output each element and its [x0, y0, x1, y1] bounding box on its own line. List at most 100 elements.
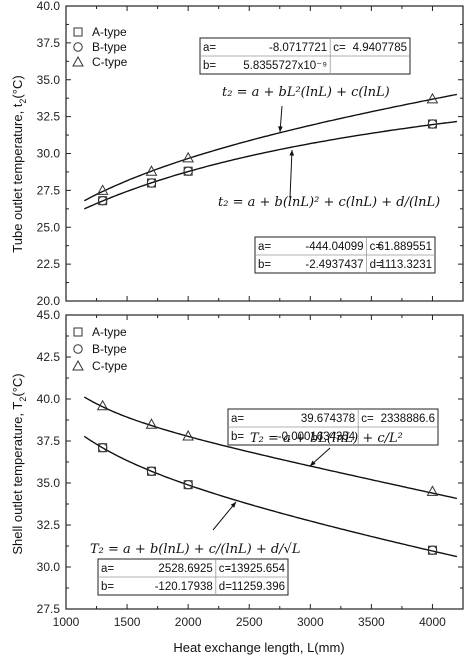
x-axis-title: Heat exchange length, L(mm): [173, 640, 344, 655]
coef-value: -444.04099: [305, 241, 363, 253]
x-tick-label: 2000: [175, 615, 202, 629]
coef-value: -13925.654: [227, 563, 286, 575]
fit-curve: [83, 435, 458, 558]
legend-marker-b-type: [73, 344, 83, 354]
legend-label: A-type: [92, 25, 127, 39]
coef-value: 5.8355727x10⁻⁹: [243, 60, 327, 72]
y-tick-label: 37.5: [37, 434, 61, 448]
y-tick-label: 37.5: [37, 36, 61, 50]
coef-label: b=: [258, 259, 271, 271]
data-point-b-type: [146, 466, 157, 476]
top-y-title-unit: (°C): [10, 75, 25, 98]
equation-top-1: t₂ = a + bL²(lnL) + c(lnL): [222, 85, 390, 100]
data-point-b-type: [427, 119, 438, 129]
data-point-c-type: [96, 399, 109, 411]
coef-label: c=: [370, 241, 383, 253]
coef-value: -0.0001634354: [278, 431, 356, 443]
annotation-arrow: [309, 447, 331, 467]
fit-curve: [83, 93, 458, 202]
fit-curve: [84, 120, 457, 210]
y-tick-label: 45.0: [37, 308, 61, 322]
data-point-b-type: [183, 479, 193, 490]
y-tick-label: 40.0: [37, 392, 61, 406]
bottom-y-axis-title: Shell outlet temperature, T2(°C): [10, 373, 28, 554]
coef-value: -2.4937437: [305, 259, 363, 271]
coef-label: b=: [203, 60, 216, 72]
fit-curve: [83, 396, 458, 500]
top-y-title-sub: 2: [18, 99, 28, 104]
coef-value: 2528.6925: [158, 563, 212, 575]
data-point-c-type: [145, 418, 158, 429]
data-point-c-type: [182, 151, 195, 163]
legend-label: B-type: [92, 342, 127, 356]
data-point-b-type: [97, 196, 108, 206]
coefficient-table: a= 2528.6925 c=-13925.654 b= -120.17938 d= 112…: [97, 558, 289, 596]
coef-label: a=: [258, 241, 271, 253]
coef-label: d=: [370, 259, 383, 271]
legend-label: A-type: [92, 325, 127, 339]
coef-label: b=: [101, 581, 114, 593]
y-tick-label: 35.0: [37, 476, 61, 490]
legend-marker-a-type: [73, 27, 83, 37]
y-tick-label: 27.5: [37, 183, 61, 197]
coef-label: a=: [101, 563, 114, 575]
data-point-c-type: [182, 429, 195, 441]
y-tick-label: 32.5: [37, 518, 61, 532]
bottom-panel: 27.5 30.0 32.5 35.0 37.5 40.0 42.5 45.0 1000 1500…: [37, 308, 464, 629]
coef-label: c=: [333, 42, 346, 54]
legend-label: C-type: [92, 55, 128, 69]
data-point-c-type: [426, 485, 439, 496]
x-tick-label: 2500: [236, 615, 263, 629]
bottom-y-title-sub: 2: [18, 397, 28, 402]
x-tick-label: 1000: [53, 615, 80, 629]
data-point-b-type: [97, 443, 108, 453]
data-point-c-type: [145, 165, 158, 176]
coef-label: c=: [361, 413, 374, 425]
top-y-axis-title: Tube outlet temperature, t2(°C): [10, 75, 28, 252]
y-tick-label: 20.0: [37, 294, 61, 308]
coef-value: 11259.396: [231, 581, 285, 593]
y-tick-label: 40.0: [37, 0, 61, 13]
legend-label: C-type: [92, 359, 128, 373]
coef-label: a=: [203, 42, 216, 54]
equation-top-2: t₂ = a + b(lnL)² + c(lnL) + d/(lnL): [218, 195, 440, 210]
x-tick-label: 3000: [297, 615, 324, 629]
coef-value: 4.9407785: [353, 42, 407, 54]
coef-label: a=: [231, 413, 244, 425]
coef-value: -8.0717721: [269, 42, 327, 54]
legend-marker-b-type: [73, 42, 83, 52]
y-tick-label: 25.0: [37, 220, 61, 234]
annotation-arrow: [278, 105, 283, 133]
data-point-b-type: [427, 545, 438, 555]
data-point-c-type: [96, 184, 109, 195]
legend-label: B-type: [92, 40, 127, 54]
y-tick-label: 32.5: [37, 110, 61, 124]
data-point-c-type: [426, 92, 439, 104]
y-tick-label: 30.0: [37, 147, 61, 161]
annotation-arrow: [289, 149, 295, 199]
legend-marker-c-type: [72, 359, 84, 371]
legend-marker-c-type: [72, 55, 84, 67]
top-panel: 20.0 22.5 25.0 27.5 30.0 32.5 35.0 37.5 40.0 A-ty…: [37, 0, 464, 308]
coef-value: 39.674378: [301, 413, 355, 425]
coefficient-table: a= -444.04099 c=61.889551 b= -2.4937437 d=111…: [254, 236, 436, 274]
data-point-b-type: [183, 166, 193, 176]
x-tick-label: 1500: [114, 615, 141, 629]
x-tick-label: 3500: [358, 615, 385, 629]
coef-value: 1113.3231: [379, 259, 432, 271]
y-tick-label: 35.0: [37, 73, 61, 87]
coefficient-table: a= 39.674378 c= 2338886.6 b= -0.0001634354: [227, 408, 439, 446]
data-point-b-type: [146, 178, 157, 188]
coef-value: 61.889551: [378, 241, 432, 253]
x-tick-label: 4000: [419, 615, 446, 629]
y-tick-label: 27.5: [37, 602, 61, 616]
coef-label: c=: [219, 563, 232, 575]
legend-marker-a-type: [73, 327, 83, 337]
bottom-y-title-main: Shell outlet temperature, T: [10, 402, 25, 555]
coef-value: 2338886.6: [381, 413, 435, 425]
y-tick-label: 42.5: [37, 350, 61, 364]
bottom-y-title-unit: (°C): [10, 373, 25, 396]
coef-label: b=: [231, 431, 244, 443]
coef-value: -120.17938: [155, 581, 213, 593]
